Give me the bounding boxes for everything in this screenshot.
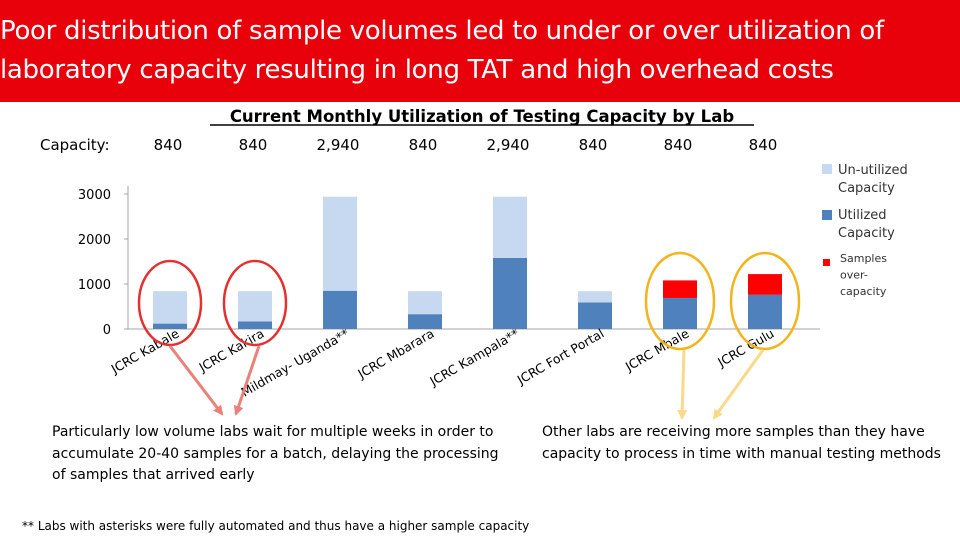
bar-un-utilized-capacity-mildmay-uganda	[323, 196, 357, 291]
capacity-value: 840	[239, 136, 268, 154]
category-label: JCRC Mbarara	[354, 326, 436, 382]
highlight-circle-low	[222, 259, 288, 347]
bar-un-utilized-capacity-jcrc-kampala	[493, 196, 527, 258]
capacity-value: 840	[409, 136, 438, 154]
plot-area: 0 1000 2000 3000 840 840 2,940 840 2,940 840 840 84…	[78, 136, 801, 420]
slide-title: Poor distribution of sample volumes led …	[0, 16, 884, 85]
category-label: JCRC Fort Portal	[514, 326, 607, 388]
right-note: Other labs are receiving more samples th…	[542, 424, 941, 462]
bar-utilized-capacity-jcrc-kabale	[153, 323, 187, 329]
bar-samples-over-capacity-jcrc-mbale	[663, 280, 697, 298]
y-tick-label: 3000	[78, 188, 111, 203]
bar-un-utilized-capacity-jcrc-kabale	[153, 291, 187, 324]
title-banner: Poor distribution of sample volumes led …	[0, 0, 960, 102]
highlight-circle-low	[137, 259, 203, 347]
legend-label-utilized-capacity: Utilized Capacity	[838, 208, 895, 241]
capacity-value: 840	[749, 136, 778, 154]
bar-un-utilized-capacity-jcrc-kakira	[238, 291, 272, 322]
bar-un-utilized-capacity-jcrc-fort-portal	[578, 291, 612, 303]
capacity-label: Capacity:	[40, 136, 110, 154]
capacity-value: 840	[664, 136, 693, 154]
legend-swatch-samples-over-capacity	[823, 259, 830, 266]
y-tick-label: 0	[103, 323, 111, 338]
chart-title: Current Monthly Utilization of Testing C…	[230, 107, 735, 126]
bar-utilized-capacity-jcrc-kampala	[493, 257, 527, 329]
y-tick-label: 1000	[78, 278, 111, 293]
capacity-value: 2,940	[317, 136, 360, 154]
pointer-arrow-high	[677, 349, 688, 420]
category-label: JCRC Kampala**	[426, 326, 521, 390]
capacity-value: 840	[154, 136, 183, 154]
y-tick-label: 2000	[78, 233, 111, 248]
bar-utilized-capacity-jcrc-fort-portal	[578, 302, 612, 329]
bar-utilized-capacity-jcrc-mbarara	[408, 314, 442, 329]
bar-utilized-capacity-mildmay-uganda	[323, 290, 357, 329]
category-label: JCRC Kabale	[108, 325, 182, 376]
category-label: JCRC Kakira	[195, 326, 266, 376]
highlight-circle-high	[729, 251, 801, 351]
bar-samples-over-capacity-jcrc-gulu	[748, 274, 782, 295]
highlight-circle-high	[644, 251, 716, 351]
footnote: ** Labs with asterisks were fully automa…	[22, 519, 530, 533]
legend-label-samples-over-capacity: Samples over-capacity	[840, 252, 887, 298]
legend: Un-utilized Capacity Utilized Capacity Sampl…	[822, 163, 908, 298]
left-note: Particularly low volume labs wait for mu…	[52, 424, 499, 483]
bar-utilized-capacity-jcrc-kakira	[238, 321, 272, 329]
bar-un-utilized-capacity-jcrc-mbarara	[408, 291, 442, 315]
capacity-value: 2,940	[487, 136, 530, 154]
pointer-arrow-high	[712, 349, 765, 420]
pointer-arrow-low	[233, 345, 261, 416]
bar-utilized-capacity-jcrc-mbale	[663, 297, 697, 329]
capacity-value: 840	[579, 136, 608, 154]
legend-swatch-un-utilized-capacity	[822, 164, 832, 174]
legend-label-un-utilized-capacity: Un-utilized Capacity	[838, 163, 908, 196]
legend-swatch-utilized-capacity	[822, 210, 832, 220]
bar-utilized-capacity-jcrc-gulu	[748, 294, 782, 329]
pointer-arrow-low	[168, 345, 224, 416]
